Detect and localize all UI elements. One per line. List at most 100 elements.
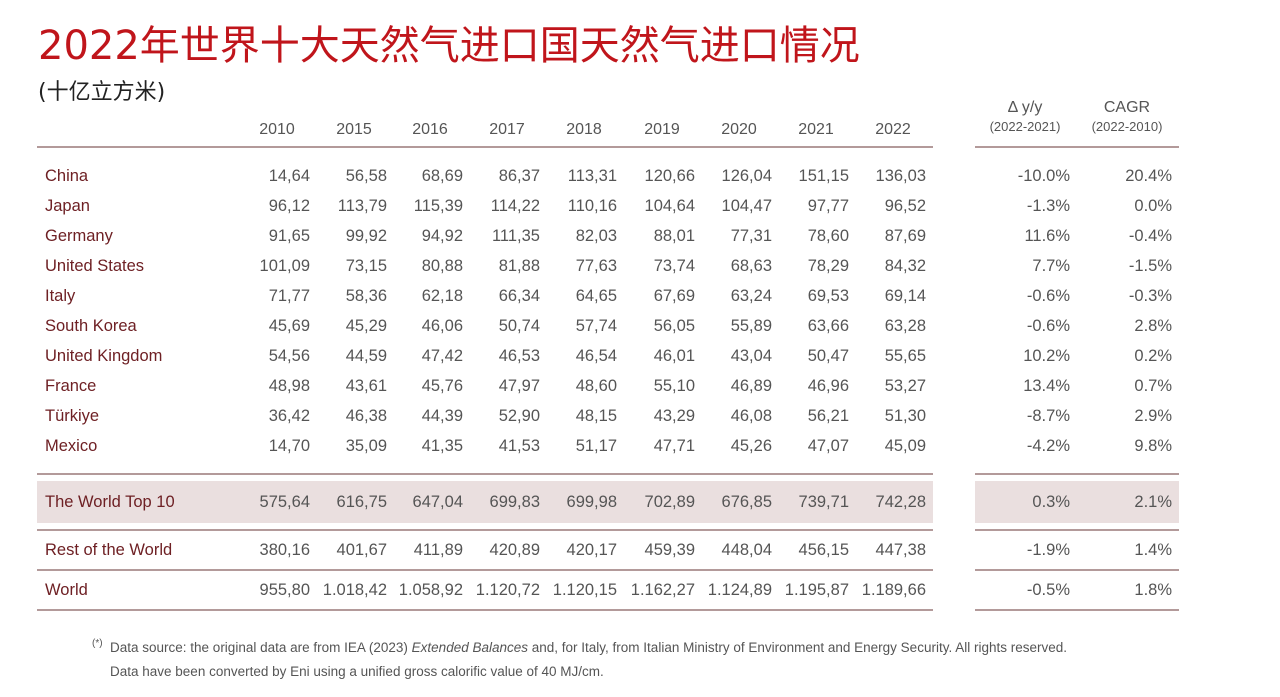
country-name: Japan (45, 197, 90, 215)
value-cell: 1.018,42 (322, 581, 387, 599)
delta-cell: -0.6% (1026, 317, 1070, 335)
year-header: 2020 (721, 121, 757, 138)
value-cell: 62,18 (421, 287, 463, 305)
table-divider (37, 569, 933, 571)
value-cell: 47,42 (421, 347, 463, 365)
delta-cell: 11.6% (1024, 227, 1070, 245)
value-cell: 113,79 (337, 197, 387, 215)
cagr-cell: 0.2% (1134, 347, 1172, 365)
cagr-cell: 0.0% (1134, 197, 1172, 215)
value-cell: 55,10 (653, 377, 695, 395)
value-cell: 91,65 (268, 227, 310, 245)
value-cell: 420,17 (566, 541, 617, 559)
value-cell: 63,28 (884, 317, 926, 335)
value-cell: 46,53 (498, 347, 540, 365)
value-cell: 68,69 (421, 167, 463, 185)
value-cell: 739,71 (798, 493, 849, 511)
value-cell: 41,53 (498, 437, 540, 455)
value-cell: 77,63 (575, 257, 617, 275)
table-row: South Korea 45,69 45,29 46,06 50,74 57,74 56,0… (0, 311, 1280, 341)
value-cell: 104,64 (644, 197, 695, 215)
value-cell: 46,01 (653, 347, 695, 365)
country-name: Mexico (45, 437, 98, 455)
value-cell: 48,15 (575, 407, 617, 425)
country-name: Rest of the World (45, 541, 173, 559)
value-cell: 1.058,92 (398, 581, 463, 599)
value-cell: 955,80 (259, 581, 310, 599)
value-cell: 97,77 (807, 197, 849, 215)
top10-highlight (975, 481, 1179, 523)
value-cell: 46,06 (421, 317, 463, 335)
value-cell: 67,69 (653, 287, 695, 305)
value-cell: 1.120,72 (475, 581, 540, 599)
delta-cell: -0.6% (1026, 287, 1070, 305)
year-header: 2016 (412, 121, 448, 138)
table-row: China 14,64 56,58 68,69 86,37 113,31 120,66 126… (0, 161, 1280, 191)
value-cell: 77,31 (730, 227, 772, 245)
value-cell: 459,39 (644, 541, 695, 559)
value-cell: 120,66 (644, 167, 695, 185)
delta-cell: -10.0% (1017, 167, 1070, 185)
value-cell: 47,07 (807, 437, 849, 455)
value-cell: 47,97 (498, 377, 540, 395)
value-cell: 45,26 (730, 437, 772, 455)
value-cell: 63,24 (730, 287, 772, 305)
value-cell: 56,05 (653, 317, 695, 335)
year-header: 2010 (259, 121, 295, 138)
country-name: Türkiye (45, 407, 100, 425)
cagr-header-sub: (2022-2010) (1091, 119, 1163, 134)
year-header: 2019 (644, 121, 680, 138)
value-cell: 41,35 (421, 437, 463, 455)
delta-header: Δ y/y (2022-2021) (970, 98, 1080, 136)
value-cell: 1.195,87 (784, 581, 849, 599)
table-row: Germany 91,65 99,92 94,92 111,35 82,03 88,01 77… (0, 221, 1280, 251)
value-cell: 84,32 (884, 257, 926, 275)
cagr-cell: -1.5% (1128, 257, 1172, 275)
cagr-cell: 1.4% (1134, 541, 1172, 559)
cagr-header-label: CAGR (1103, 99, 1151, 116)
country-name: South Korea (45, 317, 137, 335)
value-cell: 43,04 (730, 347, 772, 365)
table-row: Rest of the World 380,16 401,67 411,89 420,8… (0, 535, 1280, 565)
value-cell: 45,69 (268, 317, 310, 335)
value-cell: 45,09 (884, 437, 926, 455)
year-header: 2017 (489, 121, 525, 138)
table-divider (975, 529, 1179, 531)
value-cell: 702,89 (644, 493, 695, 511)
value-cell: 50,47 (807, 347, 849, 365)
year-header: 2021 (798, 121, 834, 138)
value-cell: 699,98 (566, 493, 617, 511)
value-cell: 46,89 (730, 377, 772, 395)
value-cell: 88,01 (653, 227, 695, 245)
cagr-cell: -0.4% (1128, 227, 1172, 245)
value-cell: 380,16 (259, 541, 310, 559)
value-cell: 81,88 (498, 257, 540, 275)
value-cell: 126,04 (721, 167, 772, 185)
value-cell: 401,67 (336, 541, 387, 559)
value-cell: 64,65 (575, 287, 617, 305)
table-row: Mexico 14,70 35,09 41,35 41,53 51,17 47,71 45,2… (0, 431, 1280, 461)
value-cell: 58,36 (345, 287, 387, 305)
value-cell: 80,88 (421, 257, 463, 275)
value-cell: 647,04 (412, 493, 463, 511)
value-cell: 96,12 (268, 197, 310, 215)
value-cell: 742,28 (875, 493, 926, 511)
value-cell: 113,31 (567, 167, 617, 185)
cagr-cell: 1.8% (1134, 581, 1172, 599)
delta-header-sub: (2022-2021) (989, 119, 1061, 134)
value-cell: 54,56 (268, 347, 310, 365)
delta-header-label: Δ y/y (1007, 99, 1043, 116)
value-cell: 45,76 (421, 377, 463, 395)
table-divider (975, 569, 1179, 571)
value-cell: 87,69 (884, 227, 926, 245)
value-cell: 44,59 (345, 347, 387, 365)
cagr-cell: 2.8% (1134, 317, 1172, 335)
delta-cell: 10.2% (1023, 347, 1070, 365)
value-cell: 104,47 (721, 197, 772, 215)
cagr-cell: 20.4% (1125, 167, 1172, 185)
value-cell: 111,35 (491, 227, 540, 245)
units-subtitle: (十亿立方米) (38, 80, 166, 105)
table-divider (975, 473, 1179, 475)
value-cell: 448,04 (721, 541, 772, 559)
value-cell: 575,64 (259, 493, 310, 511)
